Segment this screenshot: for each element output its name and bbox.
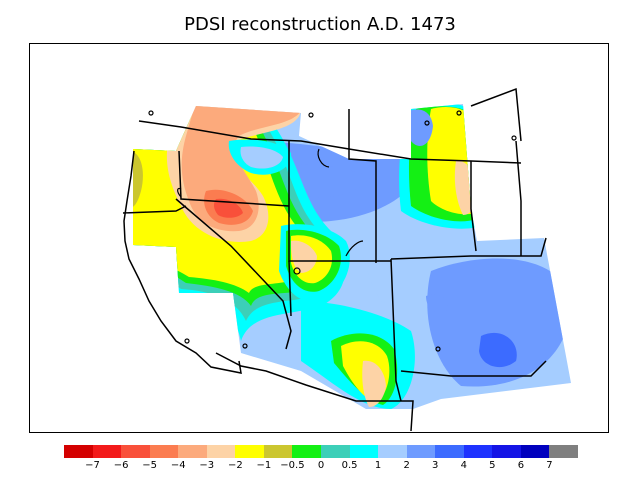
nm-tx-border <box>400 360 547 377</box>
colorbar-label: −3 <box>199 460 215 471</box>
or-ca-border <box>122 205 187 214</box>
az-nm-border <box>390 258 402 402</box>
colorbar <box>64 445 579 458</box>
lake-small-8 <box>184 338 190 344</box>
lake-small-1 <box>148 110 154 116</box>
wy-sd-border <box>470 161 477 252</box>
colorbar-label: −2 <box>227 460 243 471</box>
canada-border <box>138 120 522 164</box>
ca-az-border <box>215 352 414 432</box>
colorbar-label: 0 <box>317 460 325 471</box>
colorbar-label: −0.5 <box>280 460 305 471</box>
colorbar-swatch <box>235 445 265 458</box>
colorbar-label: 1 <box>374 460 382 471</box>
colorbar-label: 6 <box>517 460 525 471</box>
lake-tahoe <box>177 187 182 198</box>
colorbar-swatch <box>378 445 408 458</box>
map-title: PDSI reconstruction A.D. 1473 <box>184 14 456 35</box>
field-blue-ne <box>409 109 433 146</box>
ks-ok-border <box>516 237 547 257</box>
nd-border <box>470 87 522 142</box>
colorbar-label: −6 <box>113 460 129 471</box>
field-red-core <box>213 198 243 218</box>
colorbar-swatch <box>463 445 493 458</box>
lake-small-7 <box>308 112 314 118</box>
colorbar-label: 0.5 <box>341 460 358 471</box>
ut-az-border <box>288 260 292 317</box>
colorbar-label: 4 <box>460 460 467 471</box>
colorbar-swatch <box>549 445 579 458</box>
colorbar-label: 5 <box>489 460 496 471</box>
lake-small-6 <box>456 110 462 116</box>
colorbar-swatch <box>292 445 322 458</box>
lake-small-5 <box>424 120 430 126</box>
colorbar-swatch <box>349 445 379 458</box>
colorbar-label: −5 <box>142 460 158 471</box>
colorbar-swatch <box>92 445 122 458</box>
colorbar-swatch <box>263 445 293 458</box>
colorbar-swatch <box>321 445 351 458</box>
field-blue-pocket <box>240 146 283 169</box>
colorbar-swatch <box>206 445 236 458</box>
field-tan-center <box>291 240 317 273</box>
id-nv-border <box>178 150 290 207</box>
field-blue-nm-core <box>479 332 517 368</box>
ca-nv-border <box>175 198 292 350</box>
colorbar-label: −1 <box>256 460 272 471</box>
colorbar-swatch <box>64 445 94 458</box>
lake-small-4 <box>511 135 517 141</box>
lake-small-3 <box>435 346 441 352</box>
colorbar-swatch <box>121 445 151 458</box>
colorbar-swatch <box>149 445 179 458</box>
field-blue-southeast <box>427 258 571 387</box>
colorbar-swatch <box>492 445 522 458</box>
lake-small-2 <box>293 267 301 275</box>
field-green-coast <box>133 151 143 208</box>
colorbar-swatch <box>178 445 208 458</box>
lakes <box>148 110 517 352</box>
field-tan-southdry <box>362 360 386 407</box>
mt-wy-border <box>348 109 377 263</box>
colorbar-label: 2 <box>403 460 410 471</box>
pdsi-map <box>122 87 571 432</box>
colorbar-swatch <box>406 445 436 458</box>
colorbar-swatch <box>435 445 465 458</box>
colorbar-swatch <box>520 445 550 458</box>
lake-pend-oreille <box>317 148 330 168</box>
field-blue-small-patch <box>426 294 448 313</box>
coastline <box>123 150 242 374</box>
lake-small-9 <box>242 343 248 349</box>
co-ks-border <box>390 255 516 260</box>
colorbar-label: 3 <box>432 460 439 471</box>
dakota-border <box>515 140 522 256</box>
colorbar-label: 7 <box>546 460 553 471</box>
field-blue-utah-inner <box>291 164 371 198</box>
colorbar-label: −7 <box>85 460 100 471</box>
boundaries <box>122 87 547 432</box>
colorbar-label: −4 <box>170 460 186 471</box>
map-frame <box>29 43 609 433</box>
great-salt-lake <box>345 240 364 257</box>
